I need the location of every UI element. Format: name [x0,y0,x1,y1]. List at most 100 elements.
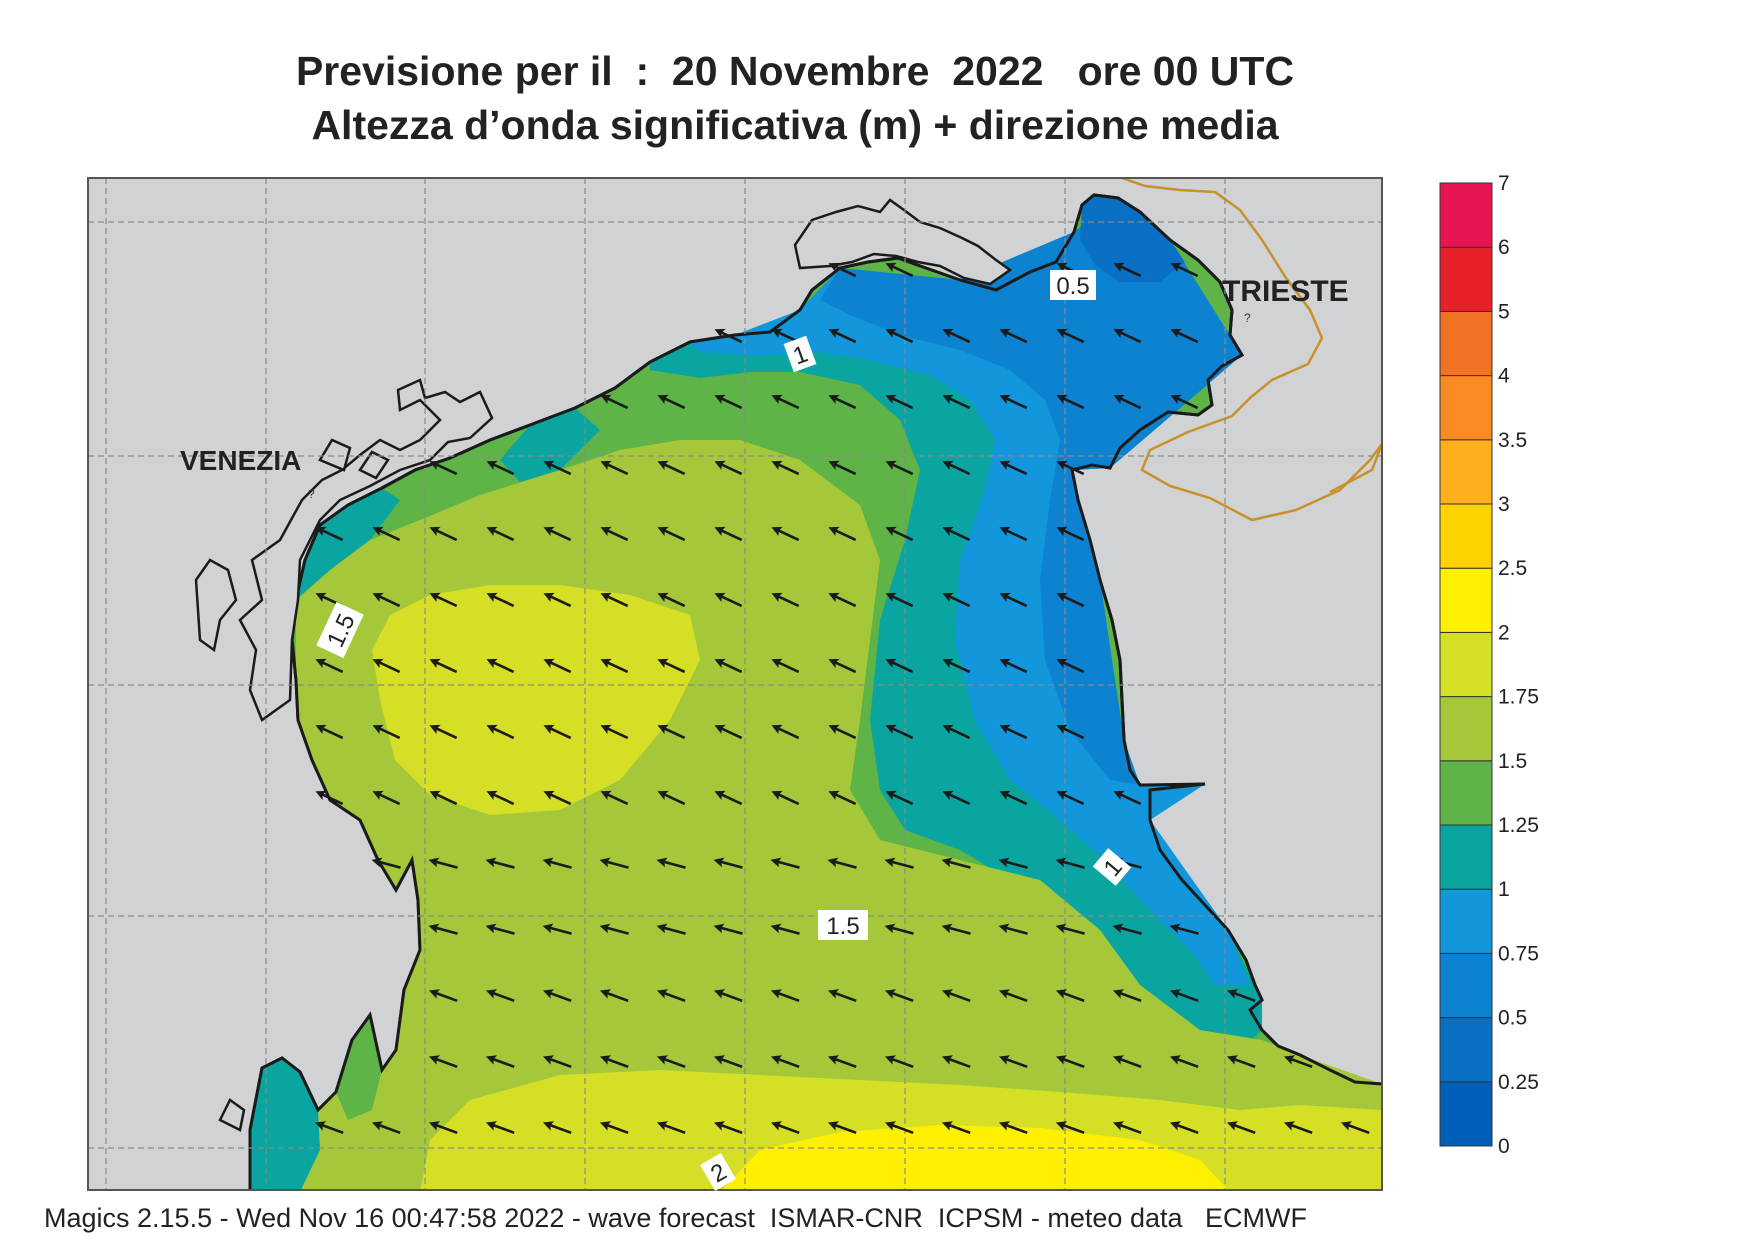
legend-swatch [1439,567,1493,633]
wave-arrow [885,658,914,674]
legend-tick-label: 0.25 [1498,1071,1539,1094]
wave-arrow [600,460,629,476]
wave-arrow [656,923,686,935]
legend-tick-label: 2.5 [1498,557,1527,580]
svg-text:1.5: 1.5 [826,913,859,940]
wave-arrow [314,1121,344,1135]
wave-arrow [885,460,914,476]
legend-tick-label: 1.75 [1498,686,1539,709]
wave-arrow [543,658,572,674]
wave-arrow [771,790,800,806]
wave-arrow [486,724,515,740]
wave-arrow [657,526,686,542]
legend-tick-label: 1 [1498,878,1510,901]
wave-arrow [485,1121,515,1135]
legend-swatch [1439,1081,1493,1147]
wave-arrow [999,592,1028,608]
lagoon-features [194,198,1013,1132]
map-subtitle: Altezza d’onda significativa (m) + direz… [311,102,1279,148]
wave-direction-arrows [314,262,1370,1135]
wave-arrow [827,989,857,1003]
wave-arrow [486,790,515,806]
wave-arrow [429,526,458,542]
legend-tick-label: 6 [1498,236,1510,259]
legend-swatch [1439,952,1493,1019]
wave-arrow [885,592,914,608]
country-border [1121,178,1382,522]
wave-arrow [1112,1121,1142,1135]
legend-swatch [1439,375,1493,441]
wave-arrow [828,790,857,806]
legend-tick-label: 2 [1498,621,1510,644]
wave-arrow [1055,989,1085,1003]
wave-arrow [542,923,572,935]
wave-arrow [714,790,743,806]
wave-arrow [828,592,857,608]
wave-arrow [315,790,344,806]
footer-credits: Magics 2.15.5 - Wed Nov 16 00:47:58 2022… [44,1203,1307,1233]
wave-arrow [1113,328,1142,344]
wave-arrow [828,724,857,740]
contour-label-1-north: 1 [783,335,817,373]
wave-arrow [429,724,458,740]
wave-arrow [713,1055,743,1069]
wave-arrow [884,1055,914,1069]
wave-arrow [1056,526,1085,542]
legend-tick-label: 7 [1498,172,1510,195]
wave-arrow [770,989,800,1003]
wave-arrow [599,989,629,1003]
wave-arrow [600,592,629,608]
wave-arrow [600,394,629,410]
wave-arrow [714,724,743,740]
wave-arrow [714,658,743,674]
wave-arrow [657,790,686,806]
wave-arrow [657,460,686,476]
wave-arrow [315,658,344,674]
wave-arrow [1170,394,1199,410]
wave-arrow [599,857,629,869]
wave-arrow [998,923,1028,935]
wave-arrow [1056,394,1085,410]
band-1-1.25-southwest [250,1058,320,1190]
wave-arrow [884,857,914,869]
wave-arrow [885,262,914,278]
wave-arrow [998,989,1028,1003]
wave-arrow [770,1055,800,1069]
wave-arrow [315,526,344,542]
wave-arrow [884,923,914,935]
wave-arrow [771,526,800,542]
band-1-1.25-north-patch [500,408,600,482]
wave-arrow [1055,857,1085,869]
wave-arrow [1056,592,1085,608]
wave-arrow [827,857,857,869]
wave-arrow [828,394,857,410]
wave-arrow [372,526,401,542]
wave-arrow [428,1121,458,1135]
wave-arrow [999,394,1028,410]
color-legend: 0 0.25 0.5 0.75 1 1.25 1.5 1.75 2 2.5 3 3.5 4 5 6 7 [1439,172,1539,1158]
wave-arrow [542,1121,572,1135]
wave-arrow [543,724,572,740]
wave-arrow [942,394,971,410]
wave-arrow [771,460,800,476]
wave-arrow [600,724,629,740]
wave-arrow [1055,1055,1085,1069]
wave-arrow [1283,1121,1313,1135]
wave-arrow [1226,1055,1256,1069]
band-1.25-1.5-southwest [336,1015,382,1120]
band-0.25-0.5 [1080,195,1185,282]
wave-arrow [942,724,971,740]
wave-arrow [1112,923,1142,935]
wave-arrow [713,857,743,869]
legend-swatch [1439,696,1493,762]
wave-arrow [941,1121,971,1135]
wave-arrow [828,526,857,542]
wave-arrow [485,1055,515,1069]
wave-arrow [428,1055,458,1069]
wave-arrow [656,857,686,869]
legend-swatch [1439,310,1493,377]
wave-arrow [485,989,515,1003]
wave-arrow [1113,394,1142,410]
band-1.75-2-west [372,585,700,815]
wave-arrow [372,658,401,674]
